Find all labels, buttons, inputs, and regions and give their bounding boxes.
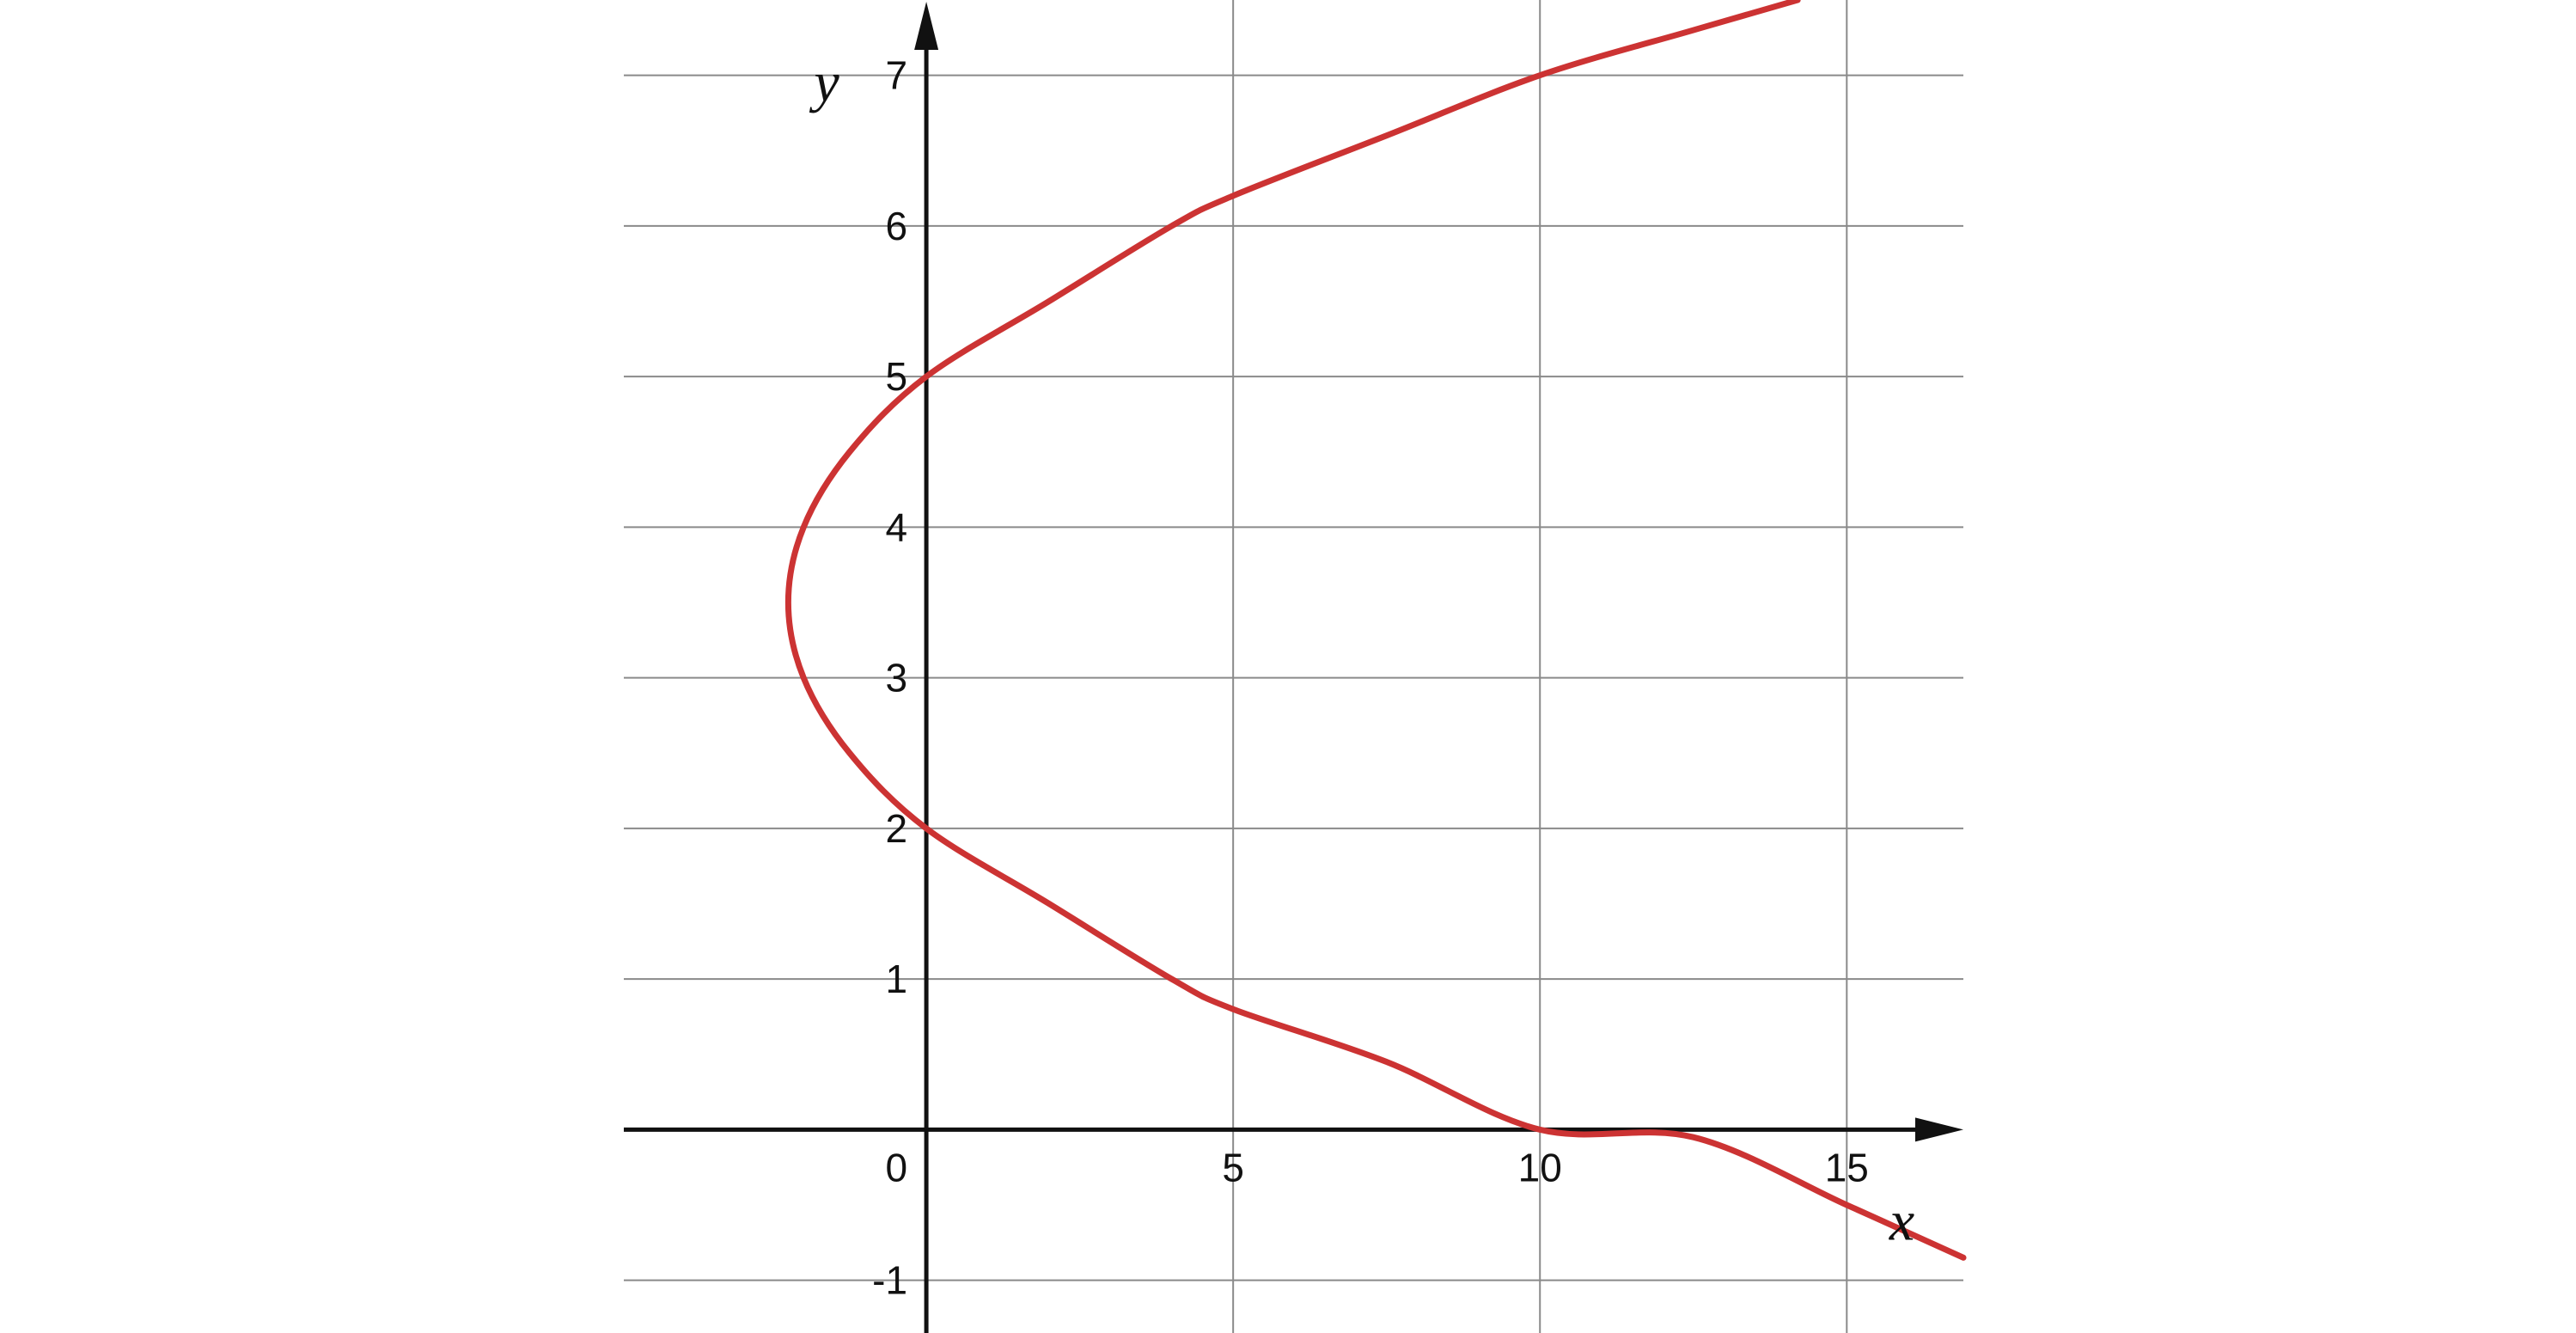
x-tick-label-15: 15 [1825, 1145, 1869, 1189]
y-tick-label--1: -1 [872, 1258, 907, 1303]
x-axis-arrow [1915, 1117, 1963, 1142]
y-tick-label-7: 7 [885, 53, 907, 98]
x-tick-label-10: 10 [1518, 1145, 1562, 1189]
y-axis-arrow [914, 2, 939, 50]
y-tick-label-5: 5 [885, 354, 907, 399]
y-tick-label-3: 3 [885, 656, 907, 700]
x-tick-label-5: 5 [1222, 1145, 1244, 1189]
curve-layer [784, 0, 1967, 1261]
origin-label: 0 [885, 1145, 907, 1189]
axes [624, 2, 1963, 1333]
grid-lines [624, 0, 1963, 1333]
y-tick-label-2: 2 [885, 806, 907, 851]
y-tick-label-4: 4 [885, 504, 907, 549]
y-axis-label: y [809, 52, 839, 114]
y-tick-label-6: 6 [885, 204, 907, 248]
y-tick-label-1: 1 [885, 957, 907, 1001]
tick-labels: 5 10 15 -1 1 2 3 4 5 6 7 0 x y [809, 52, 1914, 1303]
x-axis-label: x [1889, 1189, 1914, 1252]
parabola-curve-0 [784, 0, 1967, 1261]
